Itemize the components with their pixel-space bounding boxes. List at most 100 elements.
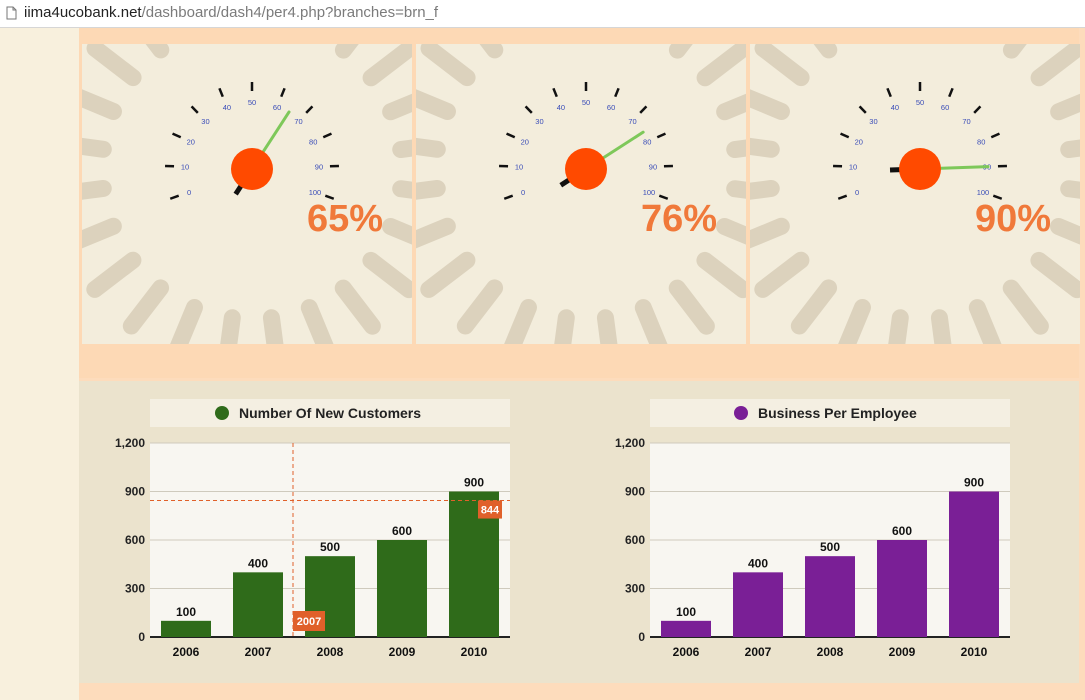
ray-decoration	[668, 44, 693, 59]
crosshair-y-badge	[478, 500, 502, 519]
y-tick-label: 0	[138, 630, 145, 644]
chart-business-per-employee: Business Per Employee 0 300 600 900 1,200 100…	[579, 381, 1019, 683]
gauge-tick	[218, 87, 224, 98]
ray-decoration	[82, 217, 122, 249]
bar-value-label: 500	[820, 540, 840, 554]
bar	[805, 556, 855, 637]
gauge-hub	[565, 148, 607, 190]
ray-decoration	[479, 44, 504, 59]
gauge-tick	[614, 87, 620, 98]
gauge-tick-label: 60	[607, 103, 615, 112]
ray-decoration	[392, 139, 412, 159]
bar-value-label: 400	[248, 556, 268, 570]
gauge-tick	[190, 105, 199, 114]
gauge-tick-label: 60	[941, 103, 949, 112]
ray-decoration	[122, 279, 170, 335]
ray-decoration	[416, 179, 446, 200]
y-tick-label: 300	[125, 582, 145, 596]
ray-decoration	[504, 299, 537, 344]
ray-decoration	[726, 139, 746, 159]
chart-1-legend[interactable]: Number Of New Customers	[150, 399, 510, 427]
gauge-tick-label: 30	[535, 117, 543, 126]
ray-decoration	[1050, 218, 1080, 245]
legend-dot-icon	[215, 406, 229, 420]
gauge-tick-label: 70	[628, 117, 636, 126]
url-text[interactable]: iima4ucobank.net/dashboard/dash4/per4.ph…	[24, 4, 438, 21]
y-tick-label: 1,200	[115, 436, 145, 450]
gauge-tick-label: 70	[962, 117, 970, 126]
ray-decoration	[668, 279, 715, 335]
bar-value-label: 600	[392, 524, 412, 538]
ray-decoration	[754, 251, 810, 298]
gauge-tick	[840, 132, 850, 139]
x-tick-label: 2010	[961, 645, 988, 659]
chart-1-title: Number Of New Customers	[239, 405, 422, 421]
x-tick-label: 2006	[173, 645, 200, 659]
y-tick-label: 300	[625, 582, 645, 596]
url-host: iima4ucobank.net	[24, 4, 142, 21]
ray-decoration	[1002, 44, 1027, 59]
chart-1-plot: 0 300 600 900 1,200 100 2006 400 2007 500 2008 600 2…	[115, 436, 510, 659]
ray-decoration	[86, 251, 142, 298]
ray-decoration	[596, 309, 618, 344]
ray-decoration	[838, 299, 871, 344]
left-margin	[0, 28, 79, 700]
gauge-tick-label: 50	[248, 98, 256, 107]
ray-decoration	[716, 93, 746, 121]
ray-decoration	[1060, 139, 1080, 159]
ray-decoration	[362, 44, 412, 87]
ray-decoration	[696, 44, 746, 87]
gauge-tick	[837, 194, 848, 200]
ray-decoration	[790, 279, 838, 335]
gauge-1-percent: 65%	[307, 198, 384, 240]
gauge-1: 0 10 20 30 40 50 60 70 80 90 100 65%	[82, 44, 412, 344]
gauge-tick	[305, 105, 314, 114]
gauge-2-dial: 0 10 20 30 40 50 60 70 80 90 100	[416, 44, 746, 344]
bar	[733, 572, 783, 637]
ray-decoration	[456, 279, 504, 335]
gauge-tick-label: 0	[521, 188, 525, 197]
gauge-tick-label: 20	[855, 138, 863, 147]
ray-decoration	[813, 44, 838, 59]
gauge-tick-label: 80	[977, 138, 985, 147]
gauge-tick-label: 30	[201, 117, 209, 126]
ray-decoration	[968, 299, 1002, 344]
gauge-1-dial: 0 10 20 30 40 50 60 70 80 90 100	[82, 44, 412, 344]
gauge-tick-label: 50	[582, 98, 590, 107]
x-tick-label: 2009	[389, 645, 416, 659]
crosshair-x-badge	[293, 611, 325, 631]
gauge-tick-label: 10	[181, 163, 189, 172]
ray-decoration	[382, 93, 412, 121]
ray-decoration	[416, 217, 456, 249]
x-tick-label: 2009	[889, 645, 916, 659]
x-tick-label: 2008	[817, 645, 844, 659]
ray-decoration	[750, 179, 780, 200]
ray-decoration	[416, 137, 446, 158]
gauge-tick-label: 90	[315, 163, 323, 172]
chart-2-legend[interactable]: Business Per Employee	[650, 399, 1010, 427]
x-tick-label: 2008	[317, 645, 344, 659]
gauge-tick	[990, 132, 1000, 139]
dashboard: 0 10 20 30 40 50 60 70 80 90 100 65% 0 10 20 30 40 50 60…	[79, 28, 1085, 700]
ray-decoration	[888, 309, 909, 344]
address-bar[interactable]: iima4ucobank.net/dashboard/dash4/per4.ph…	[0, 0, 1085, 28]
chart-2-title: Business Per Employee	[758, 405, 917, 421]
ray-decoration	[262, 309, 284, 344]
y-tick-label: 1,200	[615, 436, 645, 450]
ray-decoration	[1030, 44, 1080, 87]
gauge-3-percent: 90%	[975, 198, 1052, 240]
gauge-tick-label: 100	[977, 188, 990, 197]
gauge-tick-label: 10	[849, 163, 857, 172]
gauge-tick-label: 40	[557, 103, 565, 112]
y-tick-label: 900	[625, 485, 645, 499]
gauge-tick	[169, 194, 180, 200]
gauge-tick-label: 20	[521, 138, 529, 147]
ray-decoration	[382, 218, 412, 245]
y-tick-label: 600	[125, 533, 145, 547]
gauge-tick-label: 100	[309, 188, 322, 197]
ray-decoration	[145, 44, 170, 59]
ray-decoration	[1002, 279, 1049, 335]
bottom-strip	[79, 683, 1085, 700]
gauge-tick	[503, 194, 514, 200]
